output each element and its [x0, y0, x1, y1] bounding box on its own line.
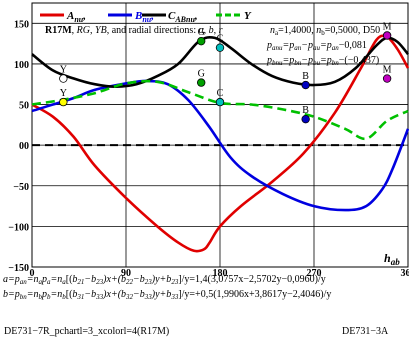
marker-y [59, 74, 68, 83]
marker-label: C [217, 88, 224, 99]
y-tick-label: 50 [19, 101, 29, 112]
y-tick-label: 00 [19, 141, 29, 152]
x-axis-label: hab [384, 251, 400, 267]
eq-bnu: pbnu=pbn−pbu=pbn−(−0,437) [266, 55, 379, 67]
formula-a: a=pan=napa=na[(b21−b23)x+(b22−b23)y+b23]… [3, 274, 326, 286]
markers: Y Y G G C C B B M M [59, 21, 392, 124]
eq-anu: panu=pan−pau=pan−0,081 [266, 40, 367, 52]
series-y [31, 79, 409, 141]
y-tick-label: 100 [14, 60, 29, 71]
marker-y [59, 97, 68, 107]
x-tick-label: 0 [30, 268, 35, 279]
y-tick-labels: −150 −100 −50 00 50 100 150 [8, 19, 29, 274]
legend-a-label: Anu, [66, 10, 86, 24]
footer-left: DE731−7R_pchartl=3_xcolorl=4(R17M) [4, 326, 170, 337]
y-tick-label: −150 [8, 263, 29, 274]
marker-label: B [302, 71, 309, 82]
marker-label: B [302, 105, 309, 116]
series-c-abnu [31, 36, 409, 88]
legend-c-label: CABnu, [168, 10, 198, 24]
params-text: na=1,4000, nb=0,5000, D50 [270, 25, 380, 37]
marker-m [382, 74, 392, 83]
marker-g [196, 36, 206, 46]
marker-label: G [198, 27, 205, 38]
y-tick-label: −50 [13, 182, 29, 193]
x-tick-label: 90 [121, 268, 131, 279]
y-tick-label: 150 [14, 19, 29, 30]
marker-c [215, 43, 225, 52]
marker-label: C [217, 34, 224, 45]
x-tick-label: 270 [307, 268, 322, 279]
x-tick-label: 180 [213, 268, 228, 279]
info-line: R17M, RG, YB, and radial directions: a, … [45, 25, 223, 36]
marker-label: M [383, 65, 392, 76]
y-tick-label: −100 [8, 222, 29, 233]
x-tick-labels: 0 90 180 270 360 [30, 268, 409, 279]
series-lines [31, 34, 409, 253]
footer-right: DE731−3A [342, 326, 389, 337]
x-tick-label: 360 [401, 268, 409, 279]
marker-label: Y [60, 88, 67, 99]
marker-label: G [198, 69, 205, 80]
series-b-nu [31, 79, 409, 212]
marker-g [196, 78, 206, 87]
marker-b [301, 114, 310, 124]
series-a-nu [31, 34, 409, 253]
marker-m [382, 31, 392, 40]
marker-c [215, 97, 225, 107]
marker-label: Y [60, 65, 67, 76]
legend-y-label: Y [244, 10, 252, 22]
marker-label: M [383, 21, 392, 32]
formula-b: b=pbn=nbpb=nb[(b31−b33)x+(b32−b33)y+b33]… [3, 289, 331, 301]
legend: Anu, Bnu, CABnu, Y [40, 10, 252, 24]
marker-b [301, 80, 310, 90]
